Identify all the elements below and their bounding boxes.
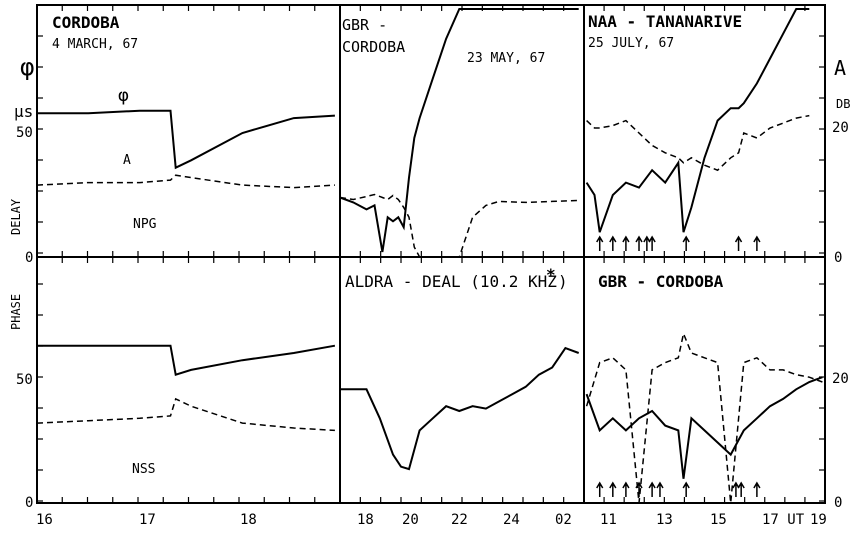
x-tick-18b: 18 (357, 512, 374, 528)
x-tick-24: 24 (503, 512, 520, 528)
top-left-series-0-line (37, 109, 335, 170)
top-right-event-arrow-6 (682, 235, 690, 251)
left-tick-top-0: 0 (25, 250, 33, 266)
curves (36, 8, 823, 504)
top-right-event-arrow-1 (609, 235, 617, 251)
x-tick-11: 11 (600, 512, 617, 528)
top-middle-series-0-line (339, 8, 579, 253)
gbr-cordoba-bottom-title: GBR - CORDOBA (598, 272, 724, 291)
phi-curve-label: φ (118, 85, 129, 106)
bottom-left-series-1-line (36, 397, 335, 432)
may-date: 23 MAY, 67 (467, 51, 545, 66)
panel-frames (36, 4, 826, 504)
bottom-left-series-0-line (37, 344, 336, 376)
right-tick-top-20: 20 (832, 120, 849, 136)
right-axis-db: DB (836, 97, 850, 111)
x-tick-18a: 18 (240, 512, 257, 528)
right-axis-A: A (834, 56, 846, 80)
cordoba-title: CORDOBA (52, 13, 120, 32)
bottom-middle-series-0-line (340, 346, 580, 471)
bottom-right-event-arrow-0 (596, 481, 604, 497)
left-tick-top-50: 50 (16, 125, 33, 141)
cordoba-date: 4 MARCH, 67 (52, 37, 138, 52)
npg-label: NPG (133, 217, 157, 232)
aldra-title-close: ) (558, 272, 568, 291)
phase-axis-label: PHASE (9, 294, 23, 330)
a-curve-label: A (123, 153, 131, 168)
top-right-event-arrow-7 (734, 235, 743, 251)
top-middle-series-1-line (339, 193, 579, 258)
right-tick-bottom-20: 20 (832, 371, 849, 387)
x-tick-17: 17 (139, 512, 156, 528)
top-right-event-arrow-4 (643, 235, 651, 251)
aldra-title-star: * (546, 265, 556, 284)
top-left-series-1-line (36, 174, 335, 189)
right-tick-top-0: 0 (834, 250, 842, 266)
left-axis-phi: φ (20, 53, 34, 81)
x-tick-02: 02 (555, 512, 572, 528)
bottom-right-series-0-line (585, 376, 823, 479)
x-tick-16: 16 (36, 512, 53, 528)
gbr-title-1: GBR - (342, 16, 387, 34)
bottom-right-event-arrow-3 (635, 481, 643, 497)
top-right-event-arrow-5 (648, 235, 656, 251)
top-right-event-arrow-0 (596, 235, 604, 251)
top-right-series-0-line (585, 8, 810, 233)
x-tick-22: 22 (451, 512, 468, 528)
event-arrows (596, 235, 761, 497)
delay-axis-label: DELAY (9, 198, 23, 235)
top-right-event-arrow-3 (635, 235, 643, 251)
tick-marks (37, 5, 825, 503)
bottom-right-event-arrow-8 (737, 481, 745, 497)
bottom-right-event-arrow-4 (648, 481, 656, 497)
top-right-series-1-line (586, 114, 810, 172)
top-right-event-arrow-2 (622, 235, 630, 251)
x-tick-17ut: 17 UT (762, 512, 805, 528)
bottom-right-event-arrow-9 (753, 481, 761, 497)
bottom-right-event-arrow-2 (622, 481, 630, 497)
left-tick-bottom-50: 50 (16, 372, 33, 388)
bottom-right-event-arrow-5 (656, 481, 664, 497)
nss-label: NSS (132, 462, 155, 477)
july-date: 25 JULY, 67 (588, 36, 674, 51)
gbr-title-2: CORDOBA (342, 38, 405, 56)
outer-frame (36, 4, 826, 504)
left-tick-bottom-0: 0 (25, 495, 33, 511)
x-tick-13: 13 (656, 512, 673, 528)
aldra-title: ALDRA - DEAL (10.2 KHZ * ) (345, 265, 568, 291)
bottom-right-event-arrow-6 (682, 481, 690, 497)
bottom-right-series-1-line (585, 331, 823, 504)
x-tick-19: 19 (810, 512, 827, 528)
left-axis-unit: μs (14, 102, 33, 121)
bottom-right-event-arrow-7 (732, 481, 740, 497)
naa-title: NAA - TANANARIVE (588, 12, 742, 31)
bottom-right-event-arrow-1 (609, 481, 617, 497)
x-tick-15: 15 (710, 512, 727, 528)
x-tick-20: 20 (402, 512, 419, 528)
top-right-event-arrow-8 (753, 235, 761, 251)
aldra-title-text: ALDRA - DEAL (10.2 KHZ (345, 272, 557, 291)
right-tick-bottom-0: 0 (834, 495, 842, 511)
